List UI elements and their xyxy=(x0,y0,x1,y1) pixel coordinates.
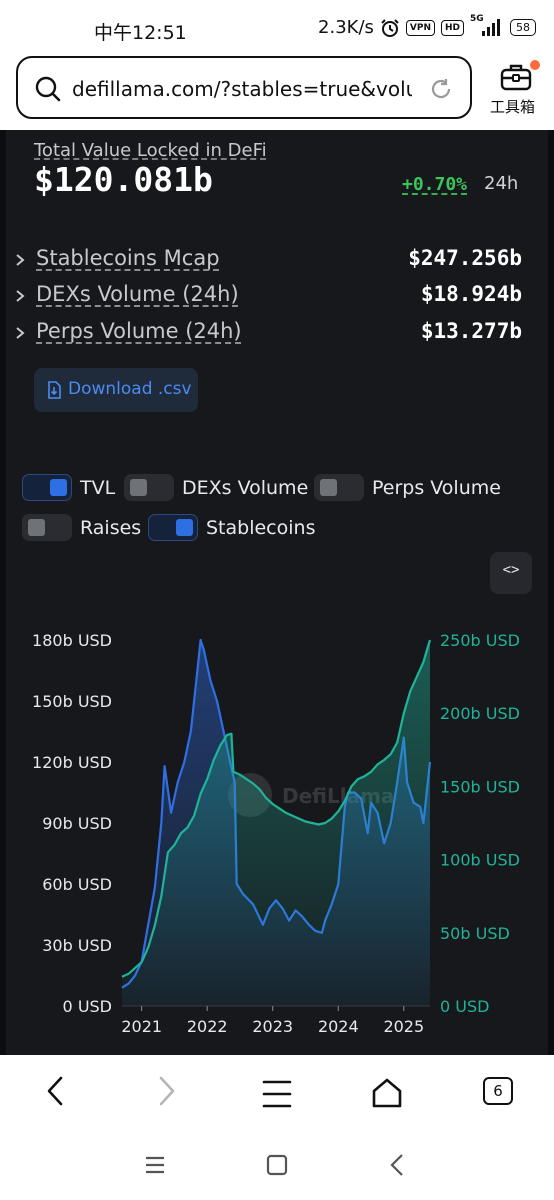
metric-label[interactable]: Perps Volume (24h) xyxy=(36,319,242,343)
toolbox-button[interactable]: 工具箱 xyxy=(488,60,544,120)
notification-dot xyxy=(530,60,540,70)
y-left-tick-label: 180b USD xyxy=(32,631,112,650)
toggle-switch[interactable] xyxy=(314,474,364,501)
address-bar[interactable]: defillama.com/?stables=true&volu... xyxy=(16,56,472,119)
file-download-icon xyxy=(48,381,61,399)
series-area-stablecoins xyxy=(122,640,430,1006)
status-time: 中午12:51 xyxy=(94,22,187,44)
toggle-label: DEXs Volume xyxy=(182,476,309,499)
toggle-label: TVL xyxy=(80,476,116,499)
browser-nav-bar: 6 xyxy=(0,1055,554,1135)
x-tick-label: 2022 xyxy=(187,1017,228,1036)
y-left-tick-label: 60b USD xyxy=(42,875,112,894)
tabs-button[interactable]: 6 xyxy=(483,1077,513,1105)
toggle-label: Perps Volume xyxy=(372,476,501,499)
y-left-tick-label: 30b USD xyxy=(42,936,112,955)
tvl-value: $120.081b xyxy=(34,160,213,199)
tvl-change[interactable]: +0.70% xyxy=(402,174,468,195)
menu-icon[interactable] xyxy=(262,1079,292,1109)
home-icon[interactable] xyxy=(371,1077,403,1109)
y-right-tick-label: 150b USD xyxy=(440,777,520,796)
status-bar: 中午12:51 2.3K/s VPN HD 5G 58 xyxy=(0,0,554,56)
x-tick-label: 2021 xyxy=(121,1017,162,1036)
chevron-right-icon xyxy=(16,254,25,266)
y-right-tick-label: 250b USD xyxy=(440,631,520,650)
toggle-switch[interactable] xyxy=(22,474,72,501)
embed-icon: <> xyxy=(502,562,520,578)
home-button-icon[interactable] xyxy=(266,1154,288,1176)
system-back-icon[interactable] xyxy=(388,1153,406,1177)
battery-indicator: 58 xyxy=(510,19,536,36)
toggle-perps-volume[interactable]: Perps Volume xyxy=(314,474,501,501)
series-line-stablecoins xyxy=(121,639,432,978)
signal-bars-icon xyxy=(482,18,500,36)
chevron-right-icon xyxy=(16,290,25,302)
download-label: Download .csv xyxy=(68,379,192,399)
vpn-badge: VPN xyxy=(405,19,435,36)
metric-row-stablecoins[interactable]: Stablecoins Mcap $247.256b xyxy=(14,246,522,276)
network-label: 5G xyxy=(470,13,484,24)
metric-value: $18.924b xyxy=(420,282,522,306)
toolbox-icon xyxy=(500,64,532,91)
download-csv-button[interactable]: Download .csv xyxy=(34,368,198,412)
y-left-tick-label: 0 USD xyxy=(63,997,112,1016)
y-right-tick-label: 0 USD xyxy=(440,997,489,1016)
metric-value: $13.277b xyxy=(420,319,522,343)
toggle-stablecoins[interactable]: Stablecoins xyxy=(148,514,315,541)
y-left-tick-label: 120b USD xyxy=(32,753,112,772)
toolbox-label: 工具箱 xyxy=(490,98,536,116)
y-right-tick-label: 100b USD xyxy=(440,851,520,870)
system-nav-bar xyxy=(0,1135,554,1200)
metric-value: $247.256b xyxy=(408,246,522,270)
metric-row-dexs-volume[interactable]: DEXs Volume (24h) $18.924b xyxy=(14,282,522,312)
y-left-tick-label: 150b USD xyxy=(32,692,112,711)
x-tick-label: 2025 xyxy=(383,1017,424,1036)
status-icons: 2.3K/s VPN HD 5G 58 xyxy=(318,14,536,38)
toggle-switch[interactable] xyxy=(148,514,198,541)
back-icon[interactable] xyxy=(44,1075,66,1107)
search-icon xyxy=(35,76,61,102)
y-right-tick-label: 200b USD xyxy=(440,704,520,723)
reload-icon[interactable] xyxy=(428,76,454,102)
metric-row-perps-volume[interactable]: Perps Volume (24h) $13.277b xyxy=(14,319,522,349)
metric-label[interactable]: Stablecoins Mcap xyxy=(36,246,220,270)
page-content: Total Value Locked in DeFi $120.081b +0.… xyxy=(0,130,554,1055)
x-tick-label: 2024 xyxy=(318,1017,359,1036)
chevron-right-icon xyxy=(16,327,25,339)
url-text[interactable]: defillama.com/?stables=true&volu... xyxy=(72,77,412,101)
toggle-switch[interactable] xyxy=(22,514,72,541)
toggle-tvl[interactable]: TVL xyxy=(22,474,115,501)
toggle-dexs-volume[interactable]: DEXs Volume xyxy=(124,474,308,501)
alarm-icon xyxy=(381,18,399,37)
toggle-label: Raises xyxy=(80,516,142,539)
forward-icon[interactable] xyxy=(156,1075,178,1107)
y-right-tick-label: 50b USD xyxy=(440,924,510,943)
toggle-switch[interactable] xyxy=(124,474,174,501)
x-tick-label: 2023 xyxy=(252,1017,293,1036)
recent-apps-icon[interactable] xyxy=(144,1155,166,1175)
y-left-tick-label: 90b USD xyxy=(42,814,112,833)
tvl-title[interactable]: Total Value Locked in DeFi xyxy=(34,140,267,161)
hd-badge: HD xyxy=(440,19,464,36)
tvl-period: 24h xyxy=(484,173,519,194)
toggle-raises[interactable]: Raises xyxy=(22,514,141,541)
toggle-label: Stablecoins xyxy=(206,516,316,539)
signal-icon: 5G xyxy=(470,14,504,38)
metric-label[interactable]: DEXs Volume (24h) xyxy=(36,282,239,306)
embed-button[interactable]: <> xyxy=(490,552,532,594)
net-speed: 2.3K/s xyxy=(318,17,374,38)
